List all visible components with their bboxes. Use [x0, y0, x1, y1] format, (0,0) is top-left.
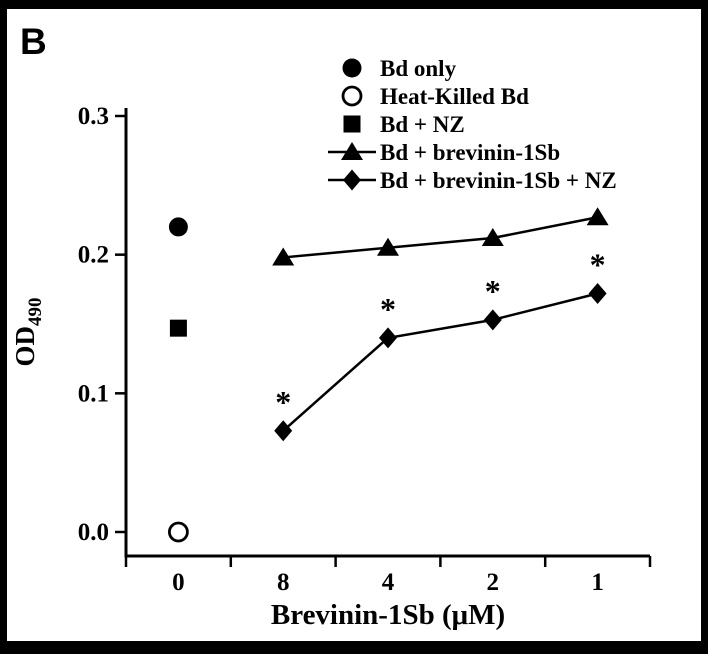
x-tick-label: 4	[382, 569, 395, 596]
filled-circle-marker	[342, 58, 362, 78]
legend-label: Bd + NZ	[380, 112, 465, 137]
y-axis-title-subscript: 490	[25, 298, 46, 327]
legend-label: Bd only	[380, 56, 457, 81]
axes: 0.0 0.1 0.2 0.3 0 8 4 2 1	[78, 103, 652, 596]
y-axis-title-base: OD	[10, 326, 40, 367]
y-tick-label: 0.3	[78, 103, 109, 130]
legend: Bd only Heat-Killed Bd Bd + NZ Bd + brevini…	[328, 56, 617, 193]
legend-item: Bd + NZ	[343, 112, 465, 137]
significance-asterisk: *	[380, 291, 396, 327]
open-circle-marker	[167, 521, 189, 543]
filled-triangle-marker	[586, 207, 609, 226]
open-circle-marker	[341, 85, 363, 107]
filled-diamond-marker	[379, 327, 397, 349]
legend-item: Heat-Killed Bd	[341, 84, 529, 109]
x-tick-label: 1	[591, 569, 604, 596]
series-4: * * * *	[274, 246, 607, 442]
filled-square-marker	[343, 115, 361, 133]
legend-item: Bd only	[342, 56, 457, 81]
significance-asterisk: *	[275, 384, 291, 420]
legend-item: Bd + brevinin-1Sb	[328, 140, 560, 165]
significance-asterisk: *	[485, 273, 501, 309]
series-3	[272, 207, 609, 266]
x-axis-title: Brevinin-1Sb (μM)	[271, 599, 505, 631]
legend-item: Bd + brevinin-1Sb + NZ	[328, 168, 617, 193]
y-tick-label: 0.0	[78, 519, 109, 546]
series-2	[169, 319, 187, 337]
filled-diamond-marker	[274, 420, 293, 442]
y-tick-label: 0.2	[78, 242, 109, 269]
series-line	[283, 216, 598, 259]
data-series: * * * *	[167, 207, 609, 543]
y-axis-title: OD490	[10, 298, 46, 367]
x-tick-label: 0	[172, 569, 185, 596]
filled-triangle-marker	[272, 247, 295, 266]
filled-circle-marker	[168, 217, 188, 237]
panel-label: B	[20, 21, 47, 62]
x-tick-label: 2	[487, 569, 500, 596]
y-tick-label: 0.1	[78, 380, 109, 407]
series-line	[282, 292, 598, 432]
significance-asterisk: *	[590, 246, 606, 282]
filled-triangle-marker	[481, 228, 504, 247]
legend-label: Heat-Killed Bd	[380, 84, 529, 109]
filled-diamond-marker	[483, 309, 502, 331]
legend-label: Bd + brevinin-1Sb	[380, 140, 560, 165]
filled-triangle-marker	[377, 237, 399, 256]
x-tick-label: 8	[277, 569, 290, 596]
series-1	[167, 521, 189, 543]
filled-triangle-marker	[341, 142, 363, 160]
filled-diamond-marker	[343, 169, 361, 191]
series-0	[168, 217, 188, 237]
plot-background	[7, 9, 701, 641]
filled-diamond-marker	[588, 282, 607, 304]
legend-label: Bd + brevinin-1Sb + NZ	[380, 168, 617, 193]
filled-square-marker	[169, 319, 187, 337]
